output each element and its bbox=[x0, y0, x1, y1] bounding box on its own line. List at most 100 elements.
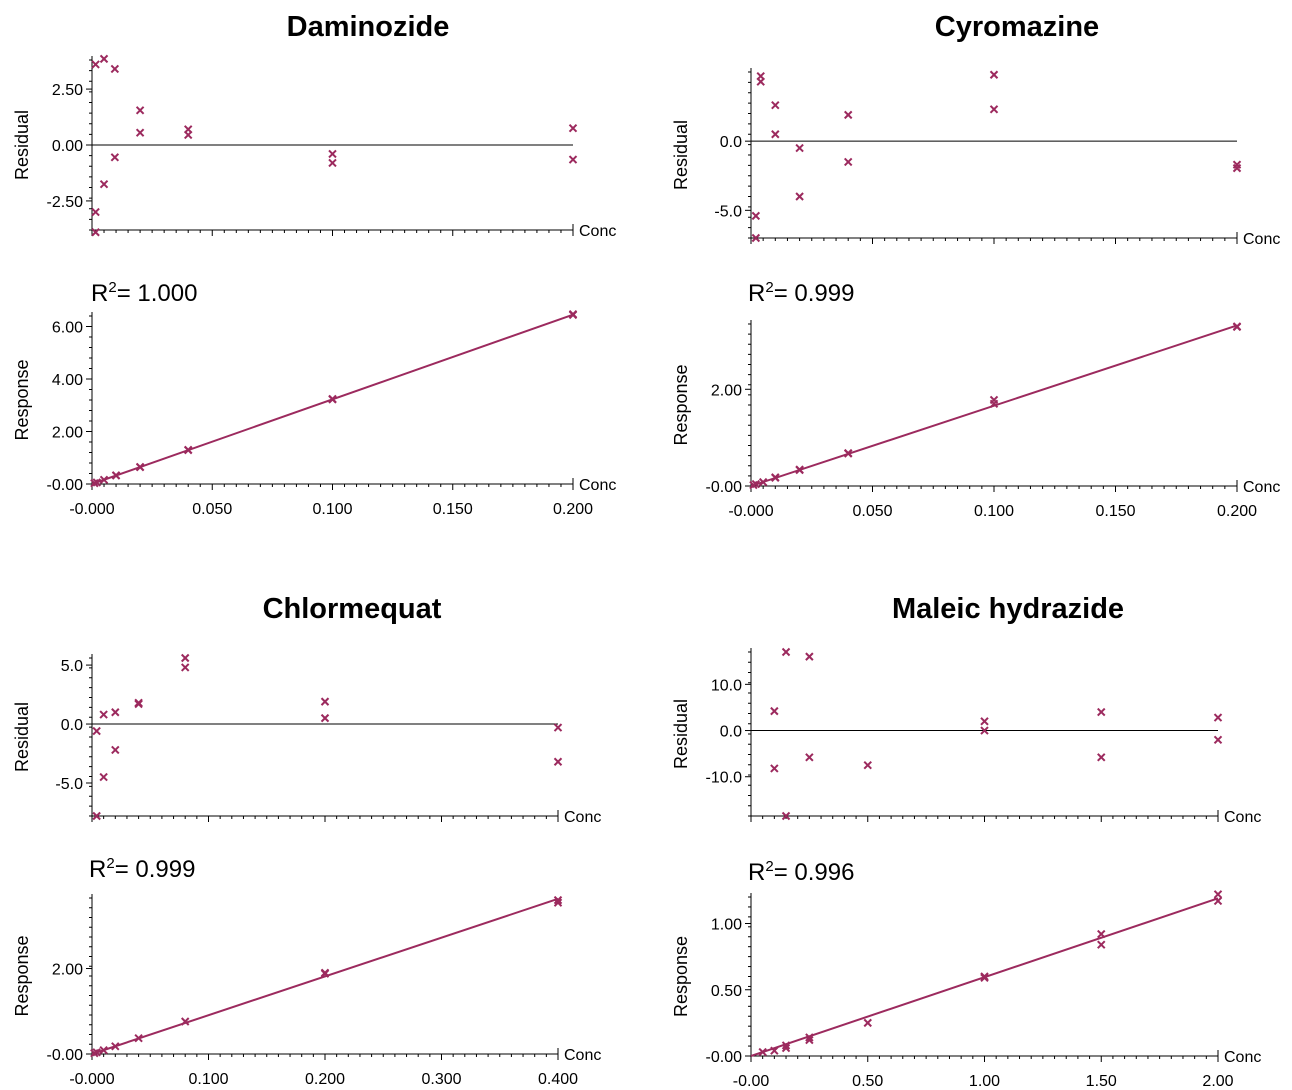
y-tick-label: 2.00 bbox=[52, 425, 83, 442]
data-point bbox=[553, 723, 563, 732]
x-tick-label: 0.100 bbox=[974, 503, 1014, 520]
data-point bbox=[781, 1041, 791, 1050]
residual-points bbox=[91, 54, 578, 237]
residual-points bbox=[770, 647, 1223, 821]
response-plot: 6.00 4.00 2.00 -0.00 -0.000 0.050 0.100 0.150 0.… bbox=[12, 309, 616, 518]
x-axis-label: Conc bbox=[1224, 809, 1261, 826]
data-point bbox=[111, 471, 121, 480]
data-point bbox=[863, 760, 872, 770]
y-tick-label: -5.0 bbox=[714, 203, 742, 220]
data-point bbox=[553, 757, 563, 766]
data-point bbox=[328, 149, 337, 159]
data-point bbox=[795, 143, 804, 153]
y-tick-label: 2.50 bbox=[52, 82, 83, 99]
chart-title: Chlormequat bbox=[263, 593, 442, 625]
data-point bbox=[111, 1042, 120, 1051]
data-point bbox=[92, 811, 101, 821]
y-tick-label: 5.0 bbox=[61, 658, 83, 675]
data-point bbox=[110, 64, 120, 74]
y-tick-label: 10.0 bbox=[711, 677, 742, 694]
response-plot: 2.00 -0.00 -0.000 0.100 0.200 0.300 0.400 Respo… bbox=[12, 894, 601, 1088]
x-axis-label: Conc bbox=[579, 223, 616, 240]
data-point bbox=[758, 1047, 767, 1057]
chart-title: Cyromazine bbox=[935, 11, 1099, 43]
y-tick-label: 2.00 bbox=[711, 382, 742, 399]
data-point bbox=[1232, 163, 1242, 173]
data-point bbox=[91, 228, 100, 237]
data-point bbox=[989, 70, 999, 79]
y-tick-label: -0.00 bbox=[706, 1049, 743, 1066]
data-point bbox=[771, 473, 780, 482]
data-point bbox=[180, 663, 190, 672]
r-squared-label: R2= 1.000 bbox=[91, 279, 197, 307]
data-point bbox=[843, 448, 853, 458]
data-point bbox=[320, 697, 330, 706]
data-point bbox=[320, 713, 330, 723]
x-tick-label: 0.050 bbox=[852, 503, 892, 520]
y-axis-label: Response bbox=[671, 364, 691, 445]
x-tick-label: 2.00 bbox=[1202, 1073, 1233, 1090]
data-point bbox=[805, 753, 814, 762]
residual-plot: 0.0 -5.0 Residual Conc bbox=[671, 68, 1280, 248]
y-tick-label: 1.00 bbox=[711, 917, 742, 934]
residual-points bbox=[92, 653, 563, 821]
y-axis-label: Residual bbox=[671, 120, 691, 190]
data-point bbox=[90, 479, 99, 488]
x-tick-label: 1.50 bbox=[1086, 1073, 1117, 1090]
residual-plot: 5.0 0.0 -5.0 Residual Conc bbox=[12, 653, 601, 826]
y-tick-label: 0.50 bbox=[711, 983, 742, 1000]
data-point bbox=[180, 653, 190, 663]
data-point bbox=[1213, 735, 1223, 744]
data-point bbox=[134, 1033, 143, 1043]
response-points bbox=[90, 895, 563, 1058]
data-point bbox=[770, 706, 779, 716]
data-point bbox=[92, 726, 101, 736]
data-point bbox=[758, 477, 768, 487]
data-point bbox=[980, 972, 989, 981]
residual-plot: 2.50 0.00 -2.50 Residual Conc bbox=[12, 54, 616, 240]
data-point bbox=[843, 110, 853, 120]
data-point bbox=[99, 1045, 108, 1055]
data-point bbox=[863, 1018, 872, 1028]
y-tick-label: 0.0 bbox=[720, 724, 742, 741]
data-point bbox=[1097, 929, 1106, 939]
x-tick-label: 0.400 bbox=[538, 1071, 578, 1088]
x-tick-label: 0.100 bbox=[312, 501, 352, 518]
x-tick-label: 0.300 bbox=[421, 1071, 461, 1088]
x-tick-label: -0.000 bbox=[69, 501, 114, 518]
x-axis-label: Conc bbox=[564, 809, 601, 826]
x-axis-label: Conc bbox=[1243, 479, 1280, 496]
x-tick-label: 0.200 bbox=[305, 1071, 345, 1088]
y-axis-label: Response bbox=[671, 936, 691, 1017]
data-point bbox=[99, 179, 109, 189]
y-tick-label: 4.00 bbox=[52, 372, 83, 389]
y-axis-label: Response bbox=[12, 359, 32, 440]
x-axis-label: Conc bbox=[579, 477, 616, 494]
regression-line bbox=[750, 324, 1238, 487]
y-tick-label: -2.50 bbox=[47, 194, 84, 211]
x-tick-label: 0.200 bbox=[1217, 503, 1257, 520]
data-point bbox=[328, 158, 337, 168]
data-point bbox=[770, 764, 779, 773]
chart-daminozide: Daminozide 2.50 0.00 -2.50 Residual Conc R2= 1… bbox=[12, 11, 616, 518]
data-point bbox=[183, 130, 193, 140]
data-point bbox=[843, 157, 853, 167]
data-point bbox=[1213, 713, 1223, 722]
x-tick-label: 0.50 bbox=[852, 1073, 883, 1090]
y-tick-label: 0.0 bbox=[61, 717, 83, 734]
x-axis-label: Conc bbox=[564, 1047, 601, 1064]
data-point bbox=[989, 105, 999, 114]
y-axis-label: Residual bbox=[12, 110, 32, 180]
data-point bbox=[91, 60, 100, 69]
data-point bbox=[91, 207, 100, 217]
y-axis-label: Residual bbox=[12, 702, 32, 772]
y-tick-label: -0.00 bbox=[47, 477, 84, 494]
data-point bbox=[980, 717, 989, 726]
response-points bbox=[758, 890, 1223, 1057]
data-point bbox=[135, 462, 145, 472]
data-point bbox=[805, 652, 814, 661]
response-points bbox=[749, 322, 1242, 490]
data-point bbox=[751, 479, 761, 489]
data-point bbox=[805, 1033, 814, 1042]
x-tick-label: 0.150 bbox=[1095, 503, 1135, 520]
